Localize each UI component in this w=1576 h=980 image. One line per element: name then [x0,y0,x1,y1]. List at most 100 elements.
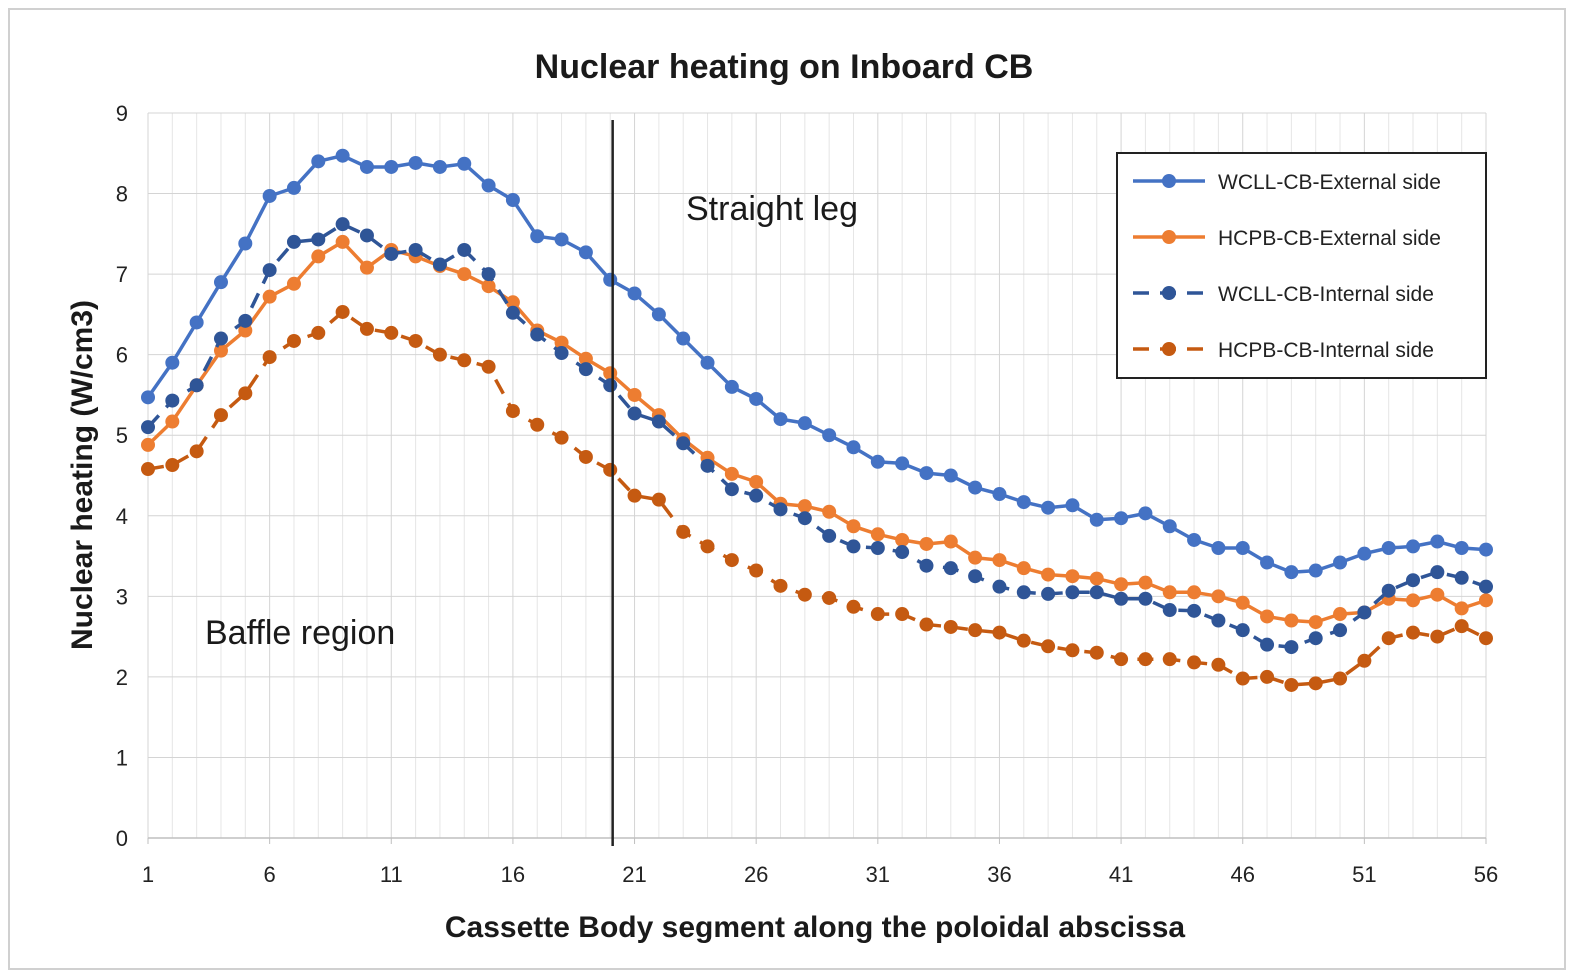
data-point [1333,623,1348,638]
data-point [1114,577,1129,592]
data-point [846,539,861,554]
data-point [262,289,277,304]
data-point [141,437,155,452]
data-point [384,246,399,261]
data-point [1235,541,1250,555]
data-point [213,331,228,346]
data-point [554,430,569,445]
x-tick-label: 51 [1352,862,1376,887]
data-point [141,420,155,435]
x-tick-label: 21 [622,862,646,887]
data-point [773,578,788,593]
data-point [311,249,326,264]
data-point [359,228,374,243]
data-point [846,440,861,455]
data-point [238,386,253,401]
data-point [870,541,885,555]
data-point [311,154,326,169]
data-point [554,232,569,247]
data-point [992,487,1007,502]
data-point [1333,671,1348,686]
data-point [773,412,788,427]
data-point [286,234,301,249]
y-tick-label: 4 [116,504,128,529]
data-point [457,156,472,171]
data-point [189,378,204,393]
data-point [1089,512,1104,527]
series-hcpb-cb-internal-side [141,304,1493,692]
data-point [1357,605,1372,620]
data-point [1162,585,1177,600]
data-point [1381,541,1396,555]
x-tick-label: 26 [744,862,768,887]
data-point [919,558,934,573]
data-point [895,607,910,622]
data-point [238,236,253,251]
data-point [286,333,301,348]
data-point [530,417,545,432]
data-point [797,511,812,526]
data-point [1041,586,1056,601]
y-tick-label: 6 [116,343,128,368]
legend-box [1116,152,1487,379]
data-point [384,159,399,174]
data-point [1211,589,1226,604]
data-point [651,414,666,429]
data-point [481,279,496,294]
data-point [1479,579,1493,594]
data-point [651,492,666,507]
data-point [141,462,155,477]
data-point [822,504,837,519]
x-tick-label: 46 [1230,862,1254,887]
x-tick-label: 41 [1109,862,1133,887]
data-point [1284,677,1299,692]
data-point [1041,567,1056,582]
data-point [165,414,180,429]
data-point [895,545,910,560]
data-point [1454,601,1469,616]
data-point [797,416,812,431]
data-point [165,355,180,370]
data-point [846,519,861,534]
data-point [335,234,350,249]
data-point [1114,591,1129,606]
data-point [359,260,374,275]
data-point [1162,652,1177,667]
data-point [1089,571,1104,586]
data-point [1016,585,1031,600]
data-point [773,502,788,517]
data-point [724,482,739,497]
data-point [992,553,1007,568]
data-point [1138,506,1153,521]
data-point [749,488,764,503]
data-point [1308,615,1323,630]
data-point [1284,613,1299,628]
legend-label: HCPB-CB-Internal side [1218,339,1434,362]
data-point [651,307,666,322]
data-point [311,232,326,247]
data-point [1089,645,1104,660]
data-point [676,524,691,539]
data-point [1454,570,1469,585]
data-point [749,474,764,489]
data-point [822,590,837,605]
data-point [1357,653,1372,668]
data-point [189,444,204,459]
data-point [578,351,593,366]
data-point [432,159,447,174]
data-point [1138,652,1153,667]
data-point [1406,593,1421,608]
legend-marker [1162,174,1176,188]
data-point [213,275,228,290]
chart-title: Nuclear heating on Inboard CB [535,48,1034,86]
series-group [141,148,1493,692]
data-point [1260,609,1275,624]
x-axis-title: Cassette Body segment along the poloidal… [445,911,1186,944]
x-tick-label: 36 [987,862,1011,887]
data-point [1187,585,1202,600]
data-point [1381,583,1396,598]
data-point [481,267,496,282]
legend-label: WCLL-CB-External side [1218,171,1441,194]
data-point [1333,607,1348,622]
